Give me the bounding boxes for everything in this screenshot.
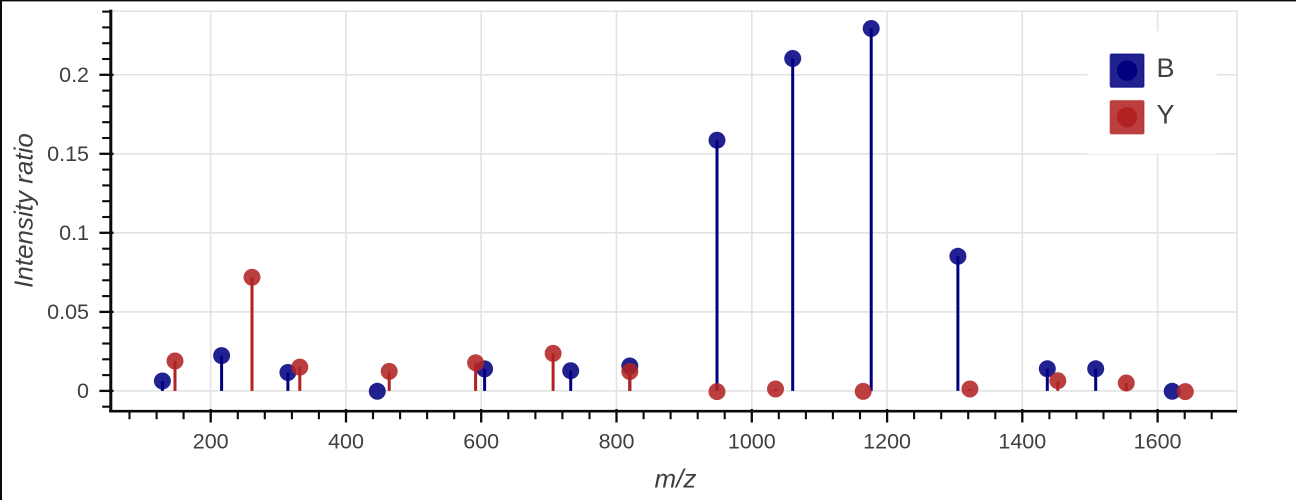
svg-text:0.15: 0.15 [47, 142, 89, 166]
svg-text:1600: 1600 [1134, 430, 1182, 454]
svg-text:1200: 1200 [863, 430, 911, 454]
svg-text:800: 800 [599, 430, 635, 454]
svg-text:200: 200 [193, 430, 229, 454]
svg-text:Y: Y [1157, 99, 1175, 129]
svg-text:B: B [1157, 53, 1175, 83]
svg-text:1000: 1000 [728, 430, 776, 454]
svg-text:0: 0 [77, 379, 89, 403]
svg-text:m/z: m/z [655, 463, 697, 493]
svg-text:0.1: 0.1 [59, 221, 89, 245]
svg-text:Intensity ratio: Intensity ratio [9, 133, 39, 288]
svg-text:1400: 1400 [998, 430, 1046, 454]
svg-text:0.2: 0.2 [59, 63, 89, 87]
svg-text:400: 400 [328, 430, 364, 454]
svg-text:600: 600 [463, 430, 499, 454]
svg-text:0.05: 0.05 [47, 300, 89, 324]
